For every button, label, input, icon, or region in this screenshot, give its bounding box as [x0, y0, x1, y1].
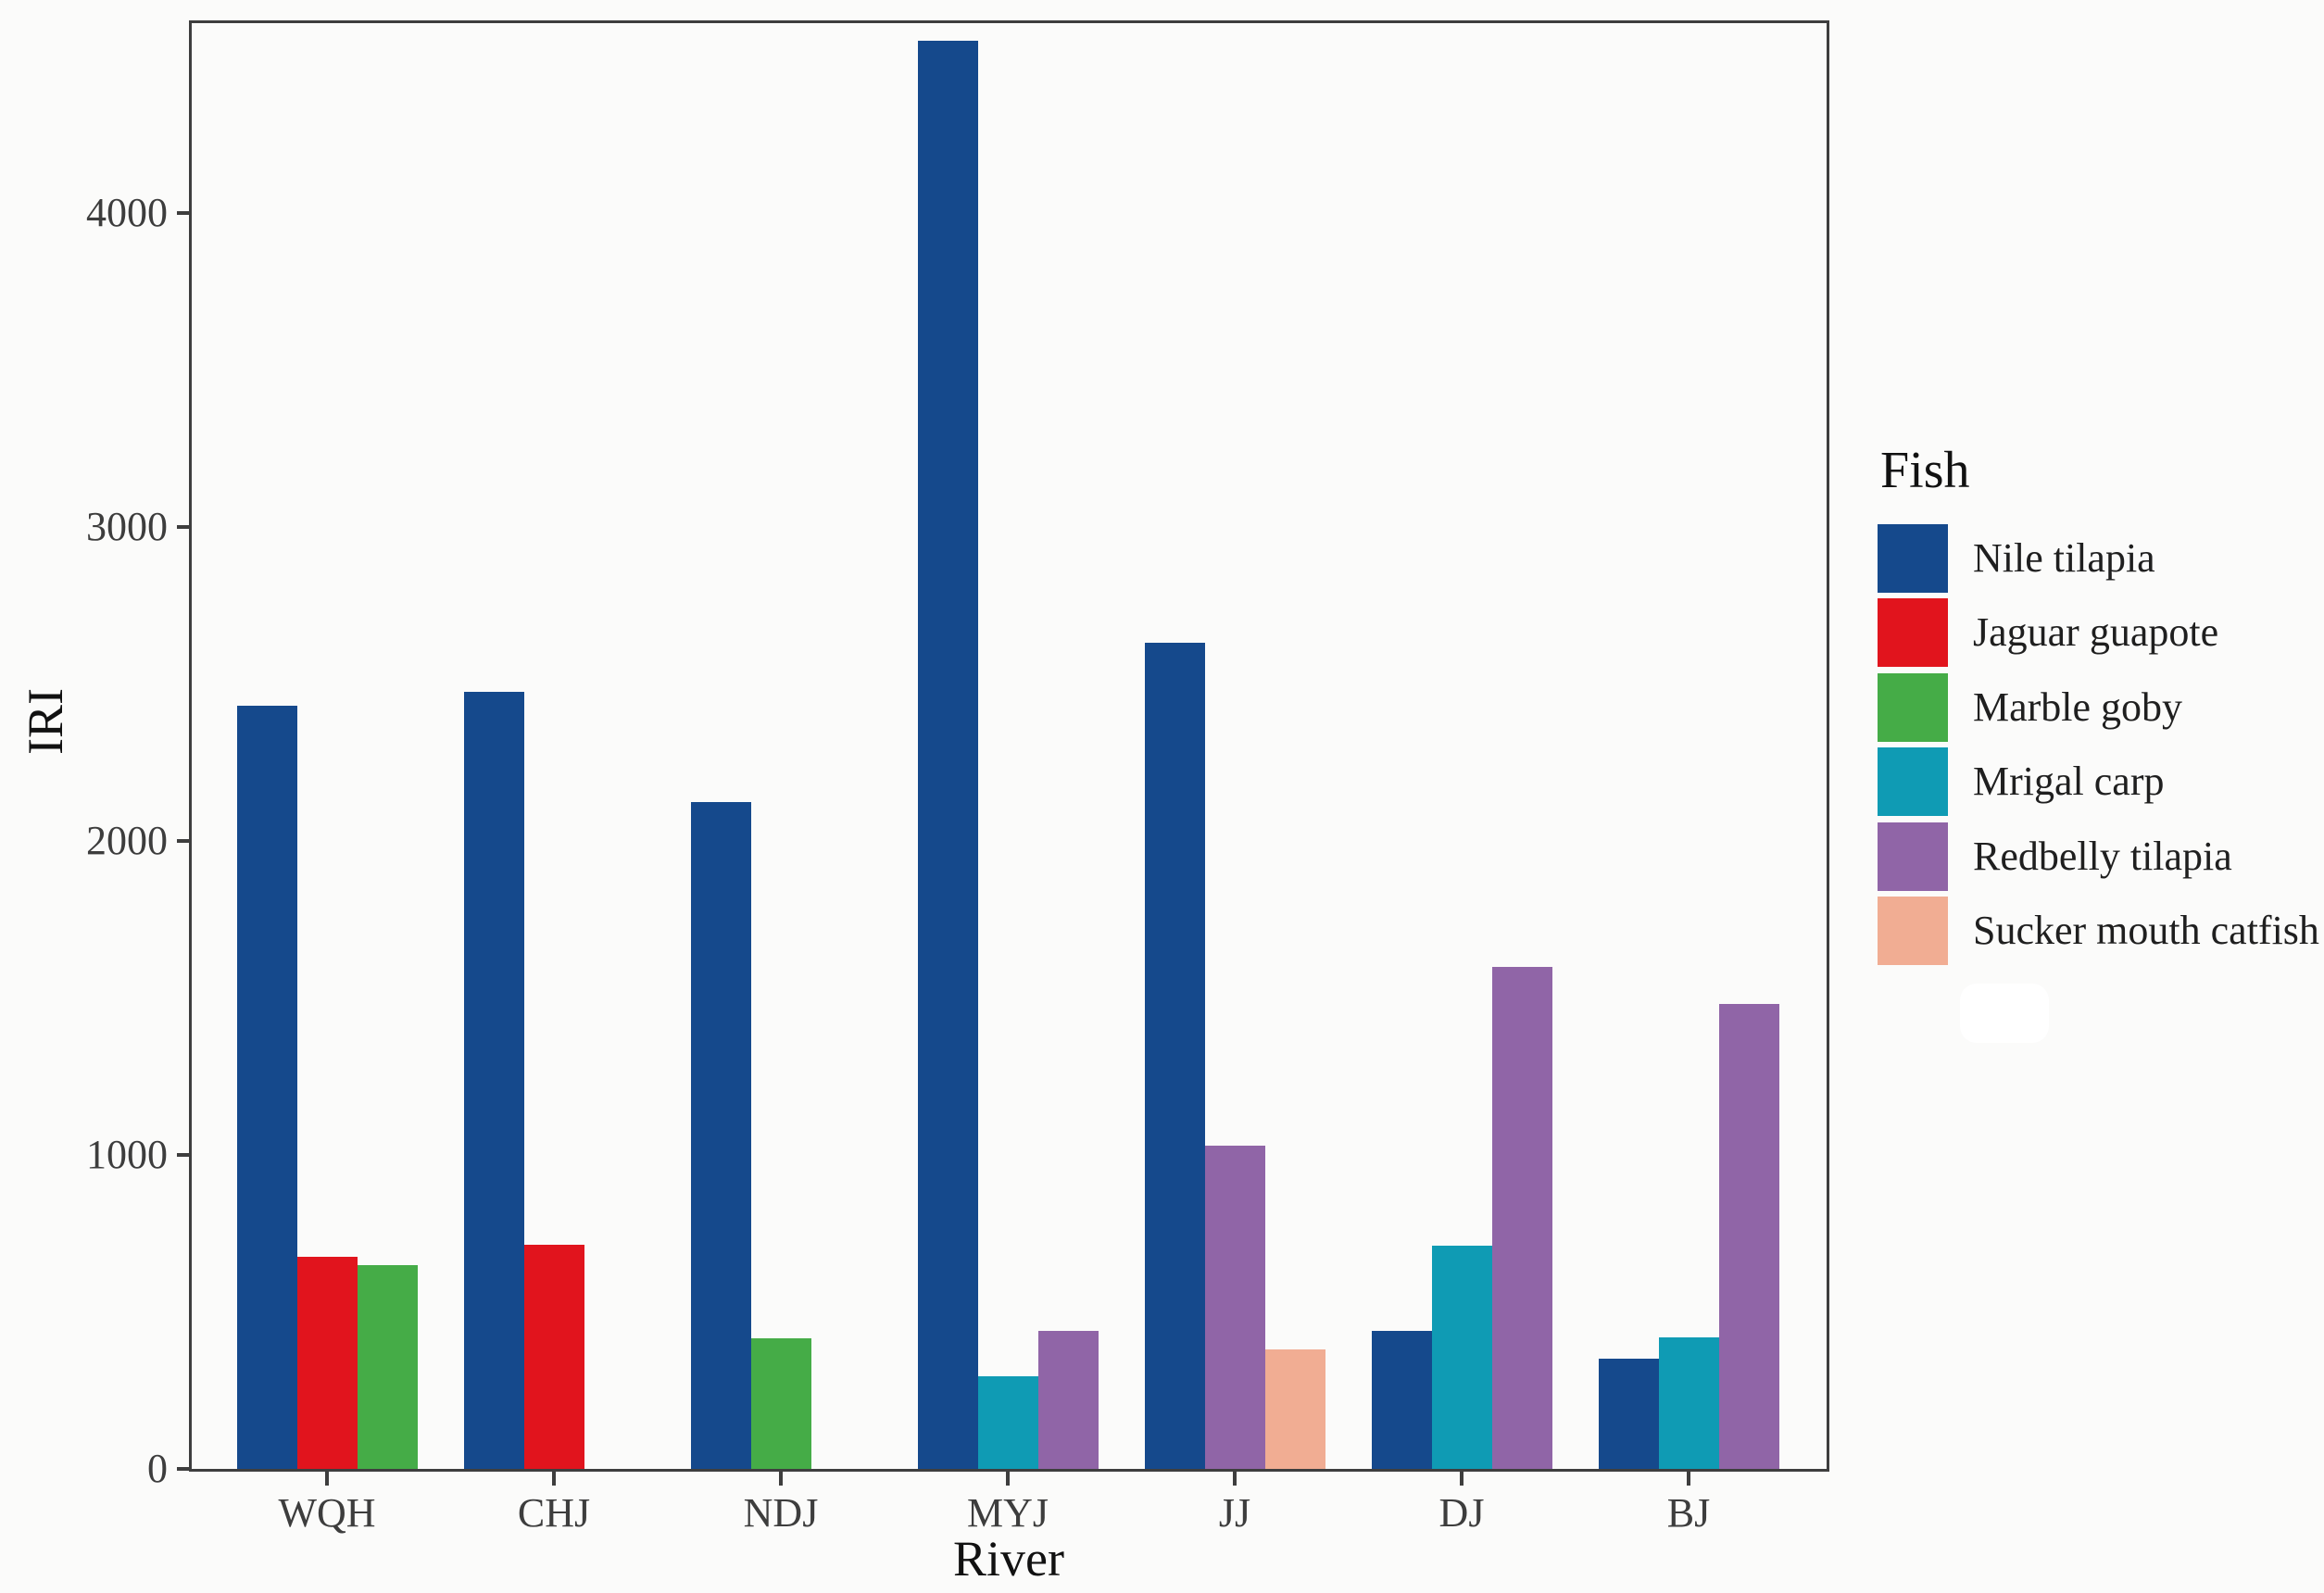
bar-bj-mrigal-carp	[1658, 1336, 1719, 1469]
x-tick-label-dj: DJ	[1438, 1490, 1485, 1536]
bar-wqh-nile-tilapia	[236, 706, 297, 1469]
y-tick-label: 1000	[86, 1132, 168, 1178]
y-tick-label: 4000	[86, 190, 168, 236]
y-tick-label: 3000	[86, 504, 168, 550]
bar-dj-nile-tilapia	[1371, 1330, 1432, 1469]
x-tick-label-myj: MYJ	[966, 1490, 1049, 1536]
bar-bj-nile-tilapia	[1598, 1359, 1659, 1469]
y-tick-label: 0	[147, 1446, 168, 1491]
legend-swatch-sucker-mouth-catfish	[1878, 897, 1948, 965]
y-tick-mark	[177, 1153, 189, 1158]
y-tick-label: 2000	[86, 818, 168, 864]
x-tick-label-bj: BJ	[1666, 1490, 1711, 1536]
bar-myj-redbelly-tilapia	[1037, 1330, 1099, 1469]
legend-swatch-mrigal-carp	[1878, 747, 1948, 817]
y-tick-mark	[177, 525, 189, 530]
y-tick-mark	[177, 839, 189, 844]
bar-ndj-nile-tilapia	[690, 801, 751, 1469]
white-patch	[1960, 984, 2049, 1043]
x-tick-label-wqh: WQH	[278, 1490, 376, 1536]
x-tick-label-ndj: NDJ	[743, 1490, 819, 1536]
legend-swatch-jaguar-guapote	[1878, 598, 1948, 668]
x-tick-mark	[1006, 1472, 1010, 1486]
plot-panel	[189, 20, 1829, 1472]
y-tick-mark	[177, 211, 189, 216]
bar-dj-redbelly-tilapia	[1491, 966, 1552, 1469]
legend-title: Fish	[1880, 442, 1970, 499]
legend-label-sucker-mouth-catfish: Sucker mouth catfish	[1973, 908, 2319, 953]
legend-label-marble-goby: Marble goby	[1973, 684, 2183, 730]
legend-label-nile-tilapia: Nile tilapia	[1973, 535, 2155, 581]
x-tick-mark	[325, 1472, 329, 1486]
legend-label-redbelly-tilapia: Redbelly tilapia	[1973, 833, 2232, 879]
bar-myj-mrigal-carp	[977, 1376, 1038, 1469]
bar-jj-redbelly-tilapia	[1204, 1145, 1265, 1469]
y-tick-mark	[177, 1467, 189, 1471]
x-tick-mark	[1460, 1472, 1463, 1486]
bar-ndj-marble-goby	[750, 1338, 811, 1469]
x-tick-mark	[779, 1472, 783, 1486]
legend-swatch-nile-tilapia	[1878, 524, 1948, 593]
bar-jj-sucker-mouth-catfish	[1264, 1349, 1325, 1469]
y-axis-title: IRI	[18, 688, 73, 755]
bar-wqh-jaguar-guapote	[296, 1257, 358, 1469]
bar-bj-redbelly-tilapia	[1718, 1004, 1779, 1469]
x-tick-mark	[1687, 1472, 1690, 1486]
x-tick-label-jj: JJ	[1218, 1490, 1251, 1536]
bar-chj-nile-tilapia	[463, 692, 524, 1469]
x-tick-label-chj: CHJ	[517, 1490, 591, 1536]
x-tick-mark	[552, 1472, 556, 1486]
x-axis-title: River	[953, 1531, 1064, 1587]
bar-chj-jaguar-guapote	[523, 1244, 584, 1469]
x-tick-mark	[1233, 1472, 1237, 1486]
bar-dj-mrigal-carp	[1431, 1246, 1492, 1469]
legend-swatch-redbelly-tilapia	[1878, 822, 1948, 891]
legend-label-jaguar-guapote: Jaguar guapote	[1973, 609, 2219, 656]
bar-jj-nile-tilapia	[1144, 643, 1205, 1469]
bar-myj-nile-tilapia	[917, 40, 978, 1469]
legend-swatch-marble-goby	[1878, 672, 1948, 742]
legend-label-mrigal-carp: Mrigal carp	[1973, 759, 2165, 805]
bar-wqh-marble-goby	[357, 1264, 418, 1469]
